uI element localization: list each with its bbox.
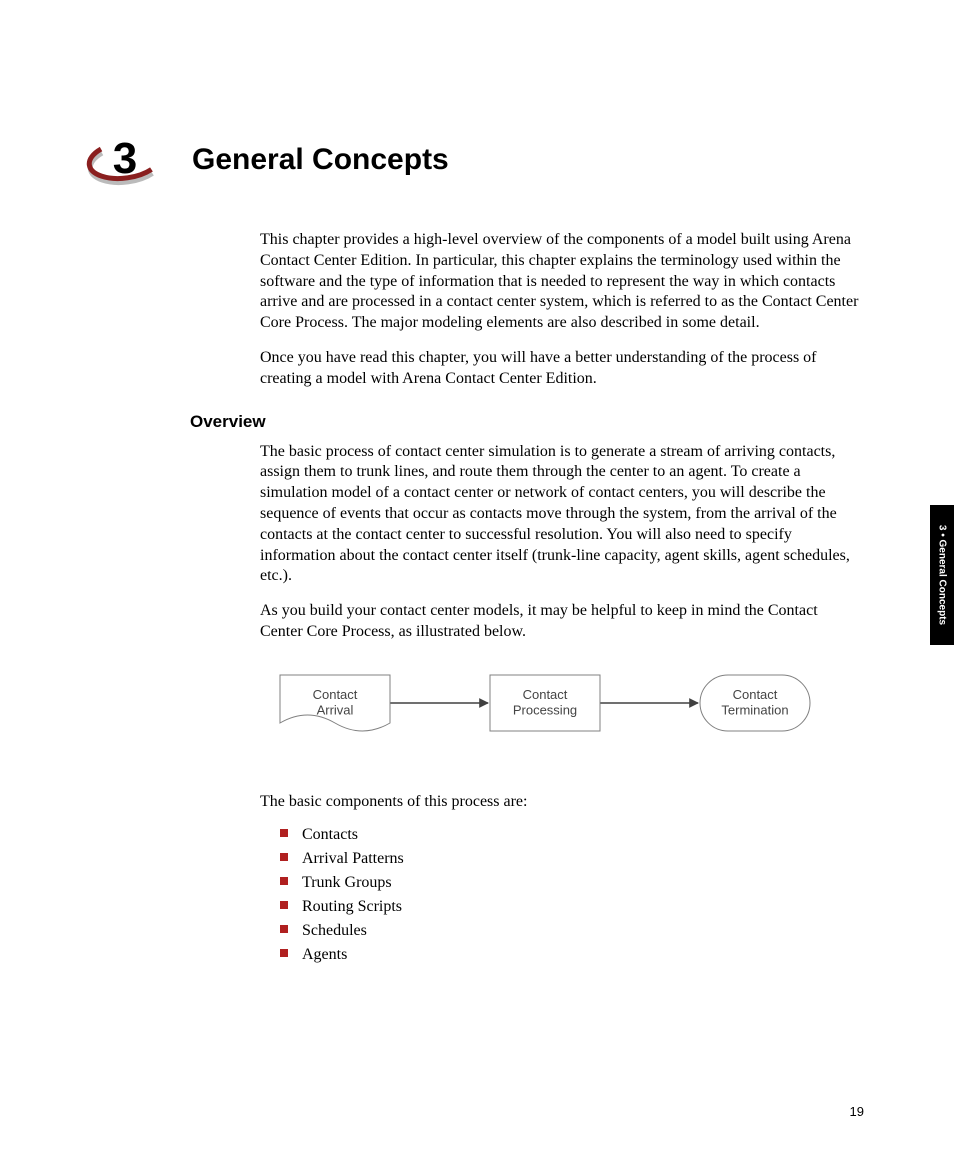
list-item: Contacts: [280, 823, 864, 847]
flow-node-label: Contact: [523, 687, 568, 702]
chapter-badge: 3: [80, 130, 170, 190]
chapter-header: 3 General Concepts: [80, 130, 864, 190]
section-block: The basic process of contact center simu…: [260, 442, 864, 753]
chapter-number: 3: [113, 137, 137, 181]
chapter-title: General Concepts: [192, 143, 449, 177]
side-tab: 3 • General Concepts: [930, 505, 954, 645]
flow-node-label: Contact: [733, 687, 778, 702]
section-heading: Overview: [190, 412, 864, 432]
list-item: Schedules: [280, 919, 864, 943]
flow-node-label: Termination: [721, 702, 788, 717]
flowchart: ContactArrivalContactProcessingContactTe…: [260, 663, 864, 753]
components-list: ContactsArrival PatternsTrunk GroupsRout…: [280, 823, 864, 967]
section-paragraph: The basic process of contact center simu…: [260, 442, 864, 588]
list-item: Routing Scripts: [280, 895, 864, 919]
flow-node-label: Processing: [513, 702, 577, 717]
flow-node-label: Contact: [313, 687, 358, 702]
flowchart-svg: ContactArrivalContactProcessingContactTe…: [260, 663, 820, 753]
page-number: 19: [850, 1104, 864, 1119]
side-tab-label: 3 • General Concepts: [937, 525, 948, 625]
section-paragraph: As you build your contact center models,…: [260, 601, 864, 643]
page: 3 General Concepts This chapter provides…: [0, 0, 954, 1163]
intro-paragraph: This chapter provides a high-level overv…: [260, 230, 864, 334]
list-item: Arrival Patterns: [280, 847, 864, 871]
intro-block: This chapter provides a high-level overv…: [260, 230, 864, 390]
flow-node-label: Arrival: [317, 702, 354, 717]
intro-paragraph: Once you have read this chapter, you wil…: [260, 348, 864, 390]
components-intro: The basic components of this process are…: [260, 793, 864, 811]
list-item: Agents: [280, 943, 864, 967]
list-item: Trunk Groups: [280, 871, 864, 895]
